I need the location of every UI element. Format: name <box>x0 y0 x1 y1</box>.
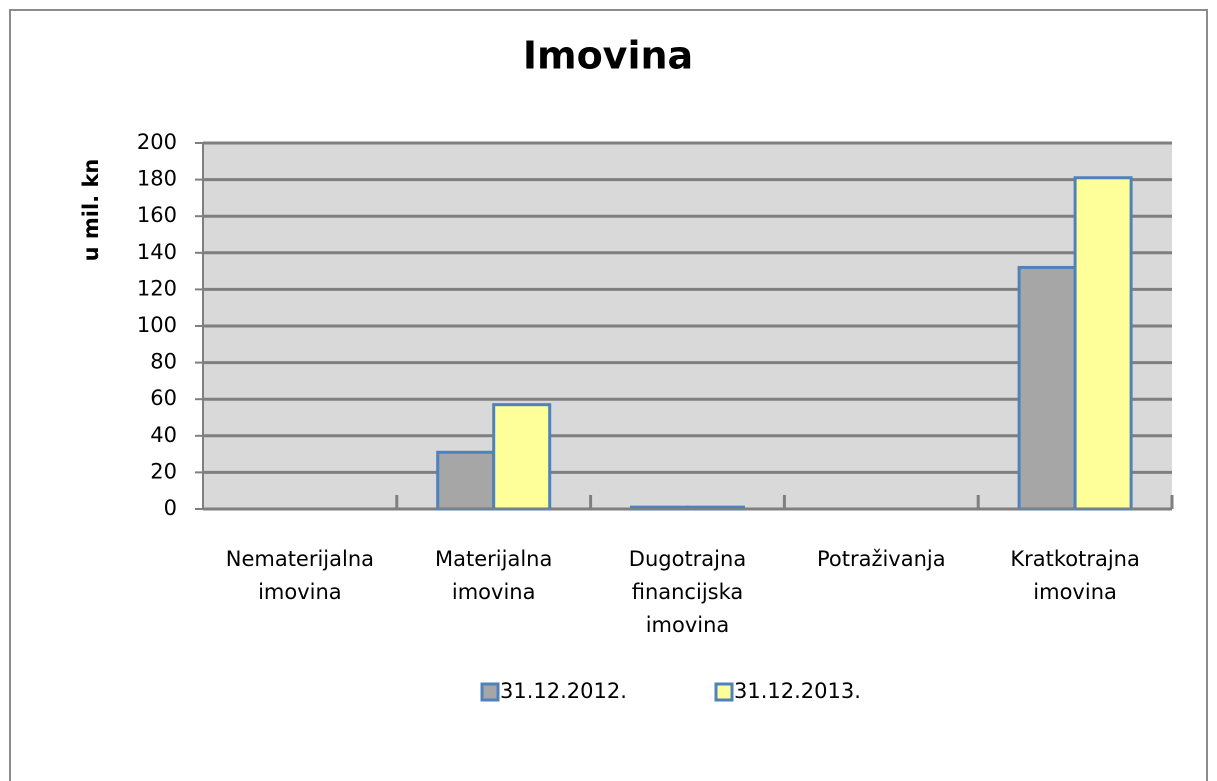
x-tick-label: Dugotrajna financijska imovina <box>628 547 747 637</box>
bar <box>1073 176 1133 511</box>
bar <box>1017 265 1077 511</box>
y-tick-label: 200 <box>137 130 177 154</box>
legend-label: 31.12.2012. <box>500 679 627 703</box>
y-tick-label: 60 <box>150 386 177 410</box>
y-tick-label: 180 <box>137 167 177 191</box>
chart-title: Imovina <box>523 34 693 78</box>
y-tick-label: 20 <box>150 459 177 483</box>
y-tick-label: 140 <box>137 240 177 264</box>
y-tick-label: 40 <box>150 423 177 447</box>
legend-swatch <box>714 682 734 702</box>
legend-label: 31.12.2013. <box>734 679 861 703</box>
x-tick-label: Kratkotrajna imovina <box>1010 547 1140 604</box>
legend-swatch <box>480 682 500 702</box>
x-tick-label: Materijalna imovina <box>435 547 553 604</box>
y-tick-label: 160 <box>137 203 177 227</box>
bar <box>492 403 552 511</box>
y-tick-label: 0 <box>164 496 177 520</box>
y-axis-label: u mil. kn <box>79 159 103 262</box>
x-tick-label: Potraživanja <box>816 547 946 571</box>
x-tick-label: Nematerijalna imovina <box>225 547 375 604</box>
y-tick-label: 120 <box>137 276 177 300</box>
y-tick-label: 100 <box>137 313 177 337</box>
bar <box>436 450 496 511</box>
y-tick-label: 80 <box>150 350 177 374</box>
